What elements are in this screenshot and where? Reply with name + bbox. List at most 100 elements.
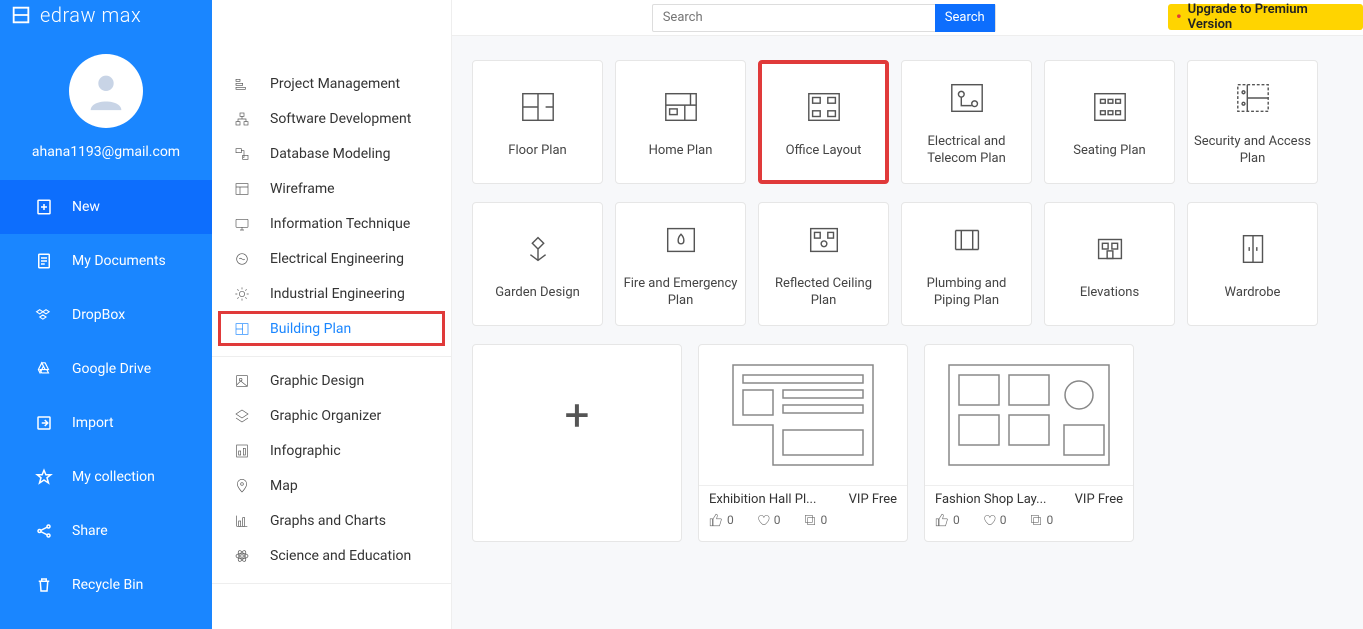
graphic-organizer-icon	[232, 406, 252, 426]
map-icon	[232, 476, 252, 496]
nav-new[interactable]: New	[0, 180, 212, 234]
sample-fashion-shop[interactable]: Fashion Shop Lay... VIP Free 0 0 0	[924, 344, 1134, 542]
nav-my-documents[interactable]: My Documents	[0, 234, 212, 288]
elevations-icon	[1088, 227, 1132, 271]
sample-exhibition-hall[interactable]: Exhibition Hall Pl... VIP Free 0 0 0	[698, 344, 908, 542]
avatar[interactable]	[69, 54, 143, 128]
tpl-security-access[interactable]: Security and Access Plan	[1187, 60, 1318, 184]
search-input[interactable]	[653, 10, 935, 25]
primary-nav: New My Documents DropBox Google Drive Im…	[0, 180, 212, 612]
cat-graphs-charts[interactable]: Graphs and Charts	[212, 503, 451, 538]
stat-favs[interactable]: 0	[982, 513, 1007, 527]
plumbing-icon	[945, 218, 989, 262]
brand: edraw max	[0, 0, 212, 36]
stat-likes[interactable]: 0	[709, 513, 734, 527]
category-group-2: Graphic Design Graphic Organizer Infogra…	[212, 357, 451, 584]
tpl-label: Fire and Emergency Plan	[622, 276, 739, 310]
sample-new-blank[interactable]: +	[472, 344, 682, 542]
cat-industrial-engineering[interactable]: Industrial Engineering	[212, 276, 451, 311]
tpl-label: Home Plan	[649, 143, 713, 160]
tpl-elevations[interactable]: Elevations	[1044, 202, 1175, 326]
tpl-plumbing-piping[interactable]: Plumbing and Piping Plan	[901, 202, 1032, 326]
cat-information-technique[interactable]: Information Technique	[212, 206, 451, 241]
wardrobe-icon	[1231, 227, 1275, 271]
tpl-home-plan[interactable]: Home Plan	[615, 60, 746, 184]
upgrade-pill[interactable]: Upgrade to Premium Version	[1168, 4, 1363, 30]
sample-grid: + Exh	[472, 344, 1343, 542]
tpl-fire-emergency[interactable]: Fire and Emergency Plan	[615, 202, 746, 326]
electrical-telecom-icon	[945, 76, 989, 120]
cat-wireframe[interactable]: Wireframe	[212, 171, 451, 206]
cat-map[interactable]: Map	[212, 468, 451, 503]
search-wrap: Search	[468, 4, 1179, 32]
nav-my-collection[interactable]: My collection	[0, 450, 212, 504]
cat-project-management[interactable]: Project Management	[212, 66, 451, 101]
tpl-office-layout[interactable]: Office Layout	[758, 60, 889, 184]
tpl-reflected-ceiling[interactable]: Reflected Ceiling Plan	[758, 202, 889, 326]
cat-software-development[interactable]: Software Development	[212, 101, 451, 136]
cat-building-plan[interactable]: Building Plan	[218, 311, 445, 346]
cat-science-education[interactable]: Science and Education	[212, 538, 451, 573]
project-management-icon	[232, 74, 252, 94]
tpl-label: Plumbing and Piping Plan	[908, 276, 1025, 310]
office-layout-icon	[802, 85, 846, 129]
sample-stats: 0 0 0	[709, 513, 897, 527]
stat-favs[interactable]: 0	[756, 513, 781, 527]
tpl-label: Reflected Ceiling Plan	[765, 276, 882, 310]
tpl-electrical-telecom[interactable]: Electrical and Telecom Plan	[901, 60, 1032, 184]
stat-copies[interactable]: 0	[1029, 513, 1054, 527]
plus-icon: +	[473, 345, 681, 485]
database-icon	[232, 144, 252, 164]
profile-block: ahana1193@gmail.com	[0, 36, 212, 180]
sample-thumb	[925, 345, 1133, 485]
dropbox-icon	[34, 305, 54, 325]
software-dev-icon	[232, 109, 252, 129]
tpl-floor-plan[interactable]: Floor Plan	[472, 60, 603, 184]
tpl-label: Floor Plan	[508, 143, 566, 160]
nav-dropbox[interactable]: DropBox	[0, 288, 212, 342]
cat-electrical-engineering[interactable]: Electrical Engineering	[212, 241, 451, 276]
nav-google-drive[interactable]: Google Drive	[0, 342, 212, 396]
cat-infographic[interactable]: Infographic	[212, 433, 451, 468]
wireframe-icon	[232, 179, 252, 199]
building-plan-icon	[232, 319, 252, 339]
cat-label: Graphs and Charts	[270, 513, 386, 529]
tpl-garden-design[interactable]: Garden Design	[472, 202, 603, 326]
google-drive-icon	[34, 359, 54, 379]
tpl-seating-plan[interactable]: Seating Plan	[1044, 60, 1175, 184]
fire-icon	[659, 218, 703, 262]
cat-graphic-organizer[interactable]: Graphic Organizer	[212, 398, 451, 433]
industrial-icon	[232, 284, 252, 304]
nav-label: My collection	[72, 469, 155, 485]
search-button[interactable]: Search	[935, 4, 995, 32]
nav-recycle-bin[interactable]: Recycle Bin	[0, 558, 212, 612]
nav-import[interactable]: Import	[0, 396, 212, 450]
cat-label: Database Modeling	[270, 146, 391, 162]
upgrade-label: Upgrade to Premium Version	[1188, 2, 1351, 32]
brand-logo-icon	[10, 4, 32, 26]
nav-label: New	[72, 199, 100, 215]
cat-graphic-design[interactable]: Graphic Design	[212, 363, 451, 398]
cat-label: Map	[270, 478, 298, 494]
brand-name: edraw max	[40, 3, 141, 27]
stat-likes[interactable]: 0	[935, 513, 960, 527]
nav-label: Google Drive	[72, 361, 151, 377]
cat-database-modeling[interactable]: Database Modeling	[212, 136, 451, 171]
cat-label: Graphic Design	[270, 373, 364, 389]
sample-badge: VIP Free	[1075, 492, 1123, 507]
cat-label: Infographic	[270, 443, 341, 459]
stat-copies[interactable]: 0	[803, 513, 828, 527]
cat-label: Software Development	[270, 111, 411, 127]
nav-label: Import	[72, 415, 114, 431]
cat-label: Project Management	[270, 76, 400, 92]
template-grid-row1: Floor Plan Home Plan Office Layout Elect…	[472, 60, 1343, 184]
cat-label: Industrial Engineering	[270, 286, 405, 302]
nav-label: Share	[72, 523, 108, 539]
tpl-label: Elevations	[1080, 285, 1139, 302]
nav-share[interactable]: Share	[0, 504, 212, 558]
tpl-wardrobe[interactable]: Wardrobe	[1187, 202, 1318, 326]
charts-icon	[232, 511, 252, 531]
infographic-icon	[232, 441, 252, 461]
tpl-label: Security and Access Plan	[1194, 134, 1311, 168]
import-icon	[34, 413, 54, 433]
